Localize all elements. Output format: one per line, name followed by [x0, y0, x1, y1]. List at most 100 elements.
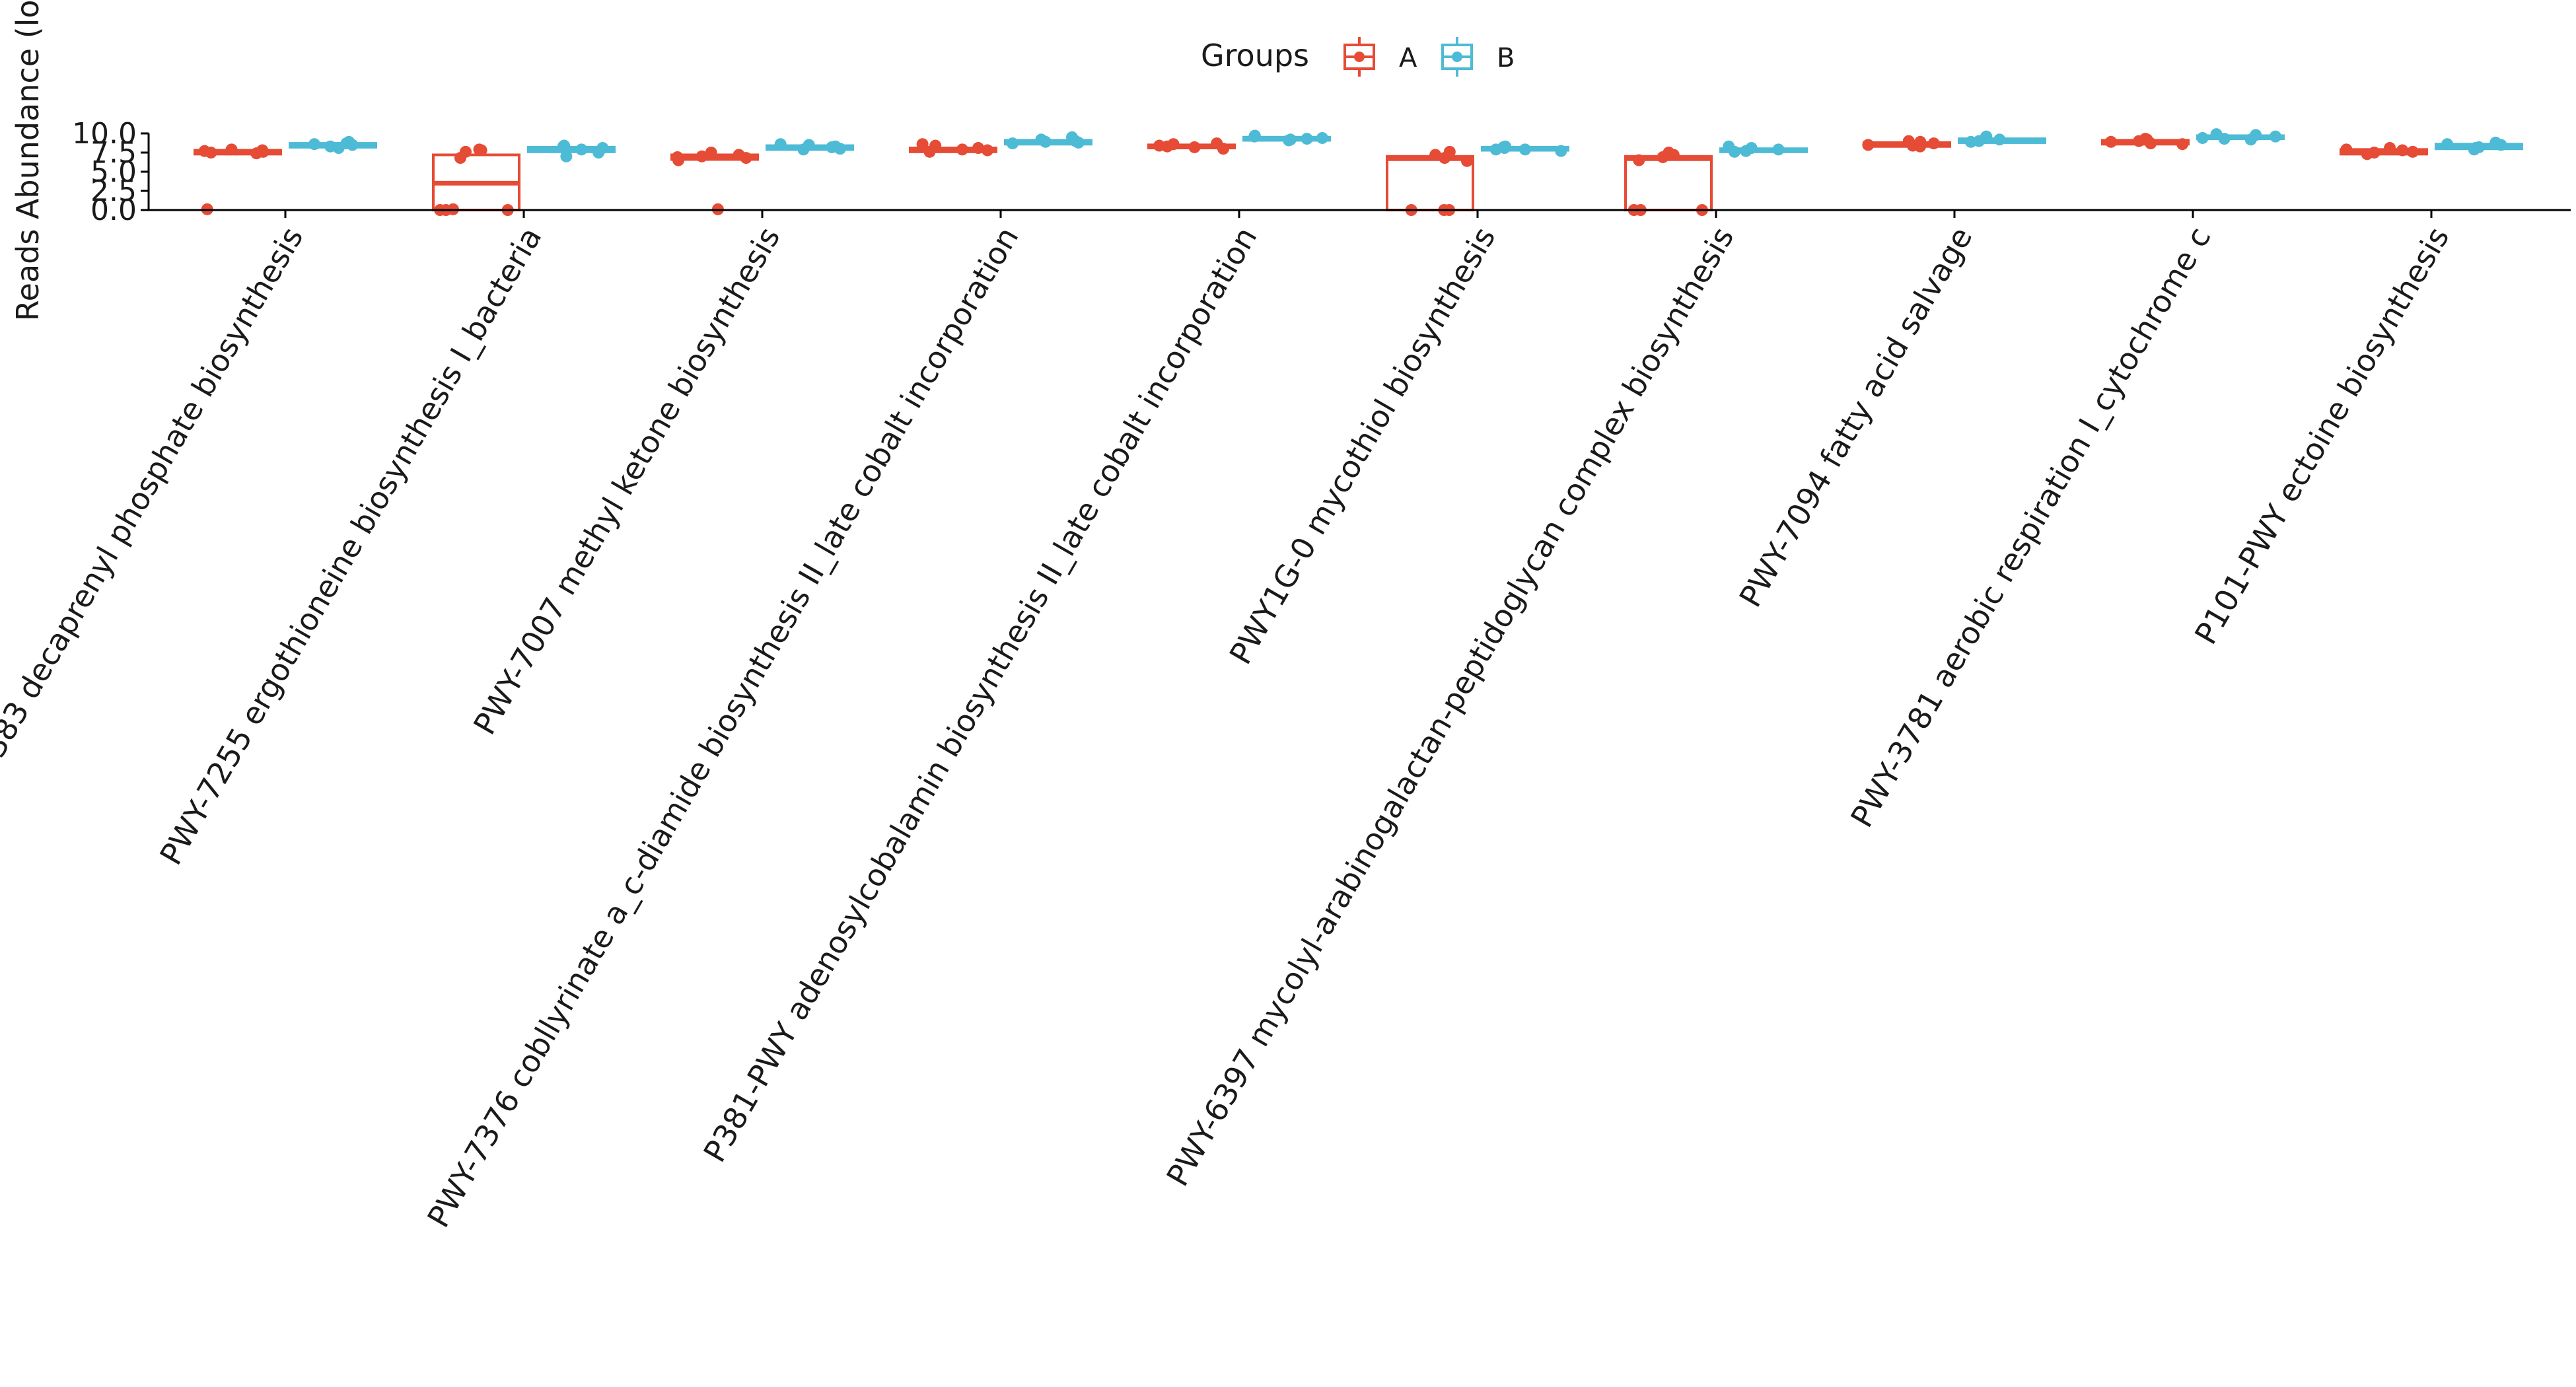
box-A-7 [1624, 147, 1713, 216]
data-point [1862, 139, 1875, 151]
data-point [2176, 138, 2189, 151]
data-point [2495, 139, 2507, 151]
plot-area [194, 128, 2523, 216]
data-point [696, 150, 708, 162]
box-B-2 [527, 139, 616, 162]
data-point [2250, 129, 2262, 141]
data-point [1555, 145, 1567, 157]
y-tick-label: 5.0 [90, 155, 137, 189]
data-point [1772, 143, 1785, 156]
data-point [1993, 133, 2006, 146]
data-point [1217, 143, 1229, 155]
data-point [1283, 134, 1295, 147]
data-point [256, 144, 269, 157]
data-point [1007, 137, 1019, 150]
box-A-10 [2340, 142, 2428, 160]
data-point [1069, 135, 1082, 147]
box-iqr [1386, 155, 1474, 211]
y-axis-title: Reads Abundance (log10) [10, 0, 46, 321]
data-point [2361, 148, 2373, 160]
data-point [1039, 135, 1052, 148]
y-tick-label: 7.5 [90, 136, 137, 170]
legend-key-point [1452, 52, 1462, 62]
data-point [956, 143, 968, 156]
data-point [1667, 149, 1680, 161]
box-B-9 [2196, 128, 2285, 146]
data-point [705, 147, 717, 159]
data-point [1460, 155, 1473, 167]
legend-entry-A: A [1343, 37, 1417, 77]
data-point [1316, 131, 1328, 144]
legend-title: Groups [1201, 38, 1309, 73]
x-tick-label: PWY1G-0 mycothiol biosynthesis [1223, 221, 1503, 670]
x-axis: PWY-6383 decaprenyl phosphate biosynthes… [0, 209, 2571, 1234]
data-point [916, 138, 929, 151]
data-point [592, 147, 605, 159]
data-point [308, 138, 320, 151]
x-tick-label: PWY-7255 ergothioneine biosynthesis I_ba… [153, 221, 548, 871]
data-point [1188, 141, 1201, 153]
box-B-1 [289, 135, 377, 155]
data-point [1927, 137, 1940, 150]
data-point [1248, 130, 1261, 143]
x-tick-label: P101-PWY ectoine biosynthesis [2188, 221, 2456, 651]
y-axis: 0.02.55.07.510.0 [72, 117, 150, 227]
box-B-5 [1242, 129, 1331, 147]
legend-label: A [1399, 43, 1417, 73]
box-B-8 [1958, 130, 2046, 148]
data-point [473, 143, 485, 156]
box-B-10 [2435, 136, 2523, 156]
data-point [2133, 135, 2145, 147]
data-point [671, 151, 684, 163]
data-point [803, 139, 815, 151]
data-point [340, 137, 353, 150]
data-point [2218, 133, 2231, 145]
data-point [2196, 131, 2209, 144]
data-point [1979, 131, 1991, 144]
x-tick-label: PWY-6383 decaprenyl phosphate biosynthes… [0, 221, 310, 845]
data-point [1301, 133, 1313, 145]
data-point [1429, 149, 1442, 161]
data-point [560, 150, 573, 162]
box-A-9 [2101, 133, 2190, 151]
data-point [2384, 142, 2396, 155]
box-A-4 [909, 138, 997, 158]
data-point [774, 138, 787, 151]
data-point [1914, 140, 1927, 153]
data-point [2104, 135, 2117, 148]
box-A-2 [432, 143, 520, 216]
x-tick-label: PWY-6397 mycolyl-arabinogalactan-peptido… [1159, 221, 1740, 1192]
data-point [1657, 151, 1669, 163]
data-point [2269, 130, 2281, 143]
data-point [1745, 142, 1758, 155]
data-point [826, 141, 838, 153]
data-point [733, 149, 745, 161]
data-point [454, 152, 466, 164]
data-point [1489, 143, 1502, 156]
x-tick-label: PWY-7094 fatty acid salvage [1733, 221, 1980, 614]
data-point [2340, 143, 2353, 156]
data-point [1729, 145, 1741, 158]
box-A-8 [1862, 135, 1951, 153]
y-tick-label: 0.0 [90, 194, 137, 227]
y-tick-label: 2.5 [90, 174, 137, 208]
data-point [2470, 142, 2482, 155]
x-tick-label: P381-PWY adenosylcobalamin biosynthesis … [696, 221, 1264, 1168]
box-A-3 [670, 147, 759, 215]
legend-label: B [1497, 43, 1515, 73]
box-B-6 [1481, 140, 1569, 157]
data-point [982, 144, 994, 157]
data-point [2396, 144, 2409, 157]
legend-key-point [1354, 52, 1365, 62]
data-point [205, 147, 217, 159]
box-A-6 [1386, 145, 1474, 216]
box-A-5 [1147, 137, 1236, 155]
data-point [972, 142, 985, 155]
data-point [1964, 135, 1977, 148]
data-point [1153, 139, 1166, 152]
data-point [1439, 152, 1451, 164]
data-point [923, 145, 936, 158]
